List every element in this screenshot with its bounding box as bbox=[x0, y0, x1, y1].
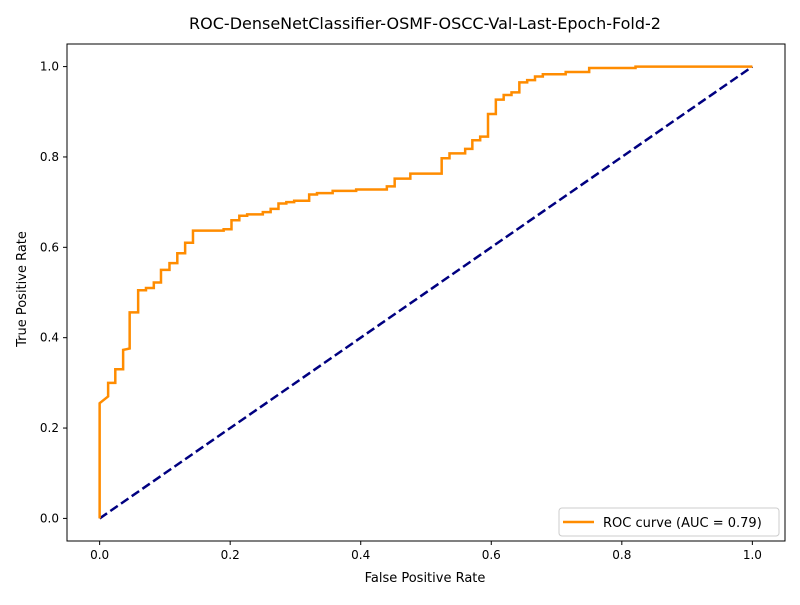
x-tick-label: 1.0 bbox=[743, 548, 762, 562]
chance-diagonal-line bbox=[98, 65, 754, 520]
legend-label-roc: ROC curve (AUC = 0.79) bbox=[603, 516, 762, 531]
roc-curve-line bbox=[98, 65, 753, 519]
x-tick-label: 0.4 bbox=[351, 548, 370, 562]
y-tick-label: 1.0 bbox=[40, 60, 59, 74]
y-tick-label: 0.0 bbox=[40, 511, 59, 525]
x-tick-label: 0.0 bbox=[90, 548, 109, 562]
legend: ROC curve (AUC = 0.79) bbox=[558, 507, 780, 537]
plot-frame bbox=[66, 43, 786, 542]
chart-title: ROC-DenseNetClassifier-OSMF-OSCC-Val-Las… bbox=[189, 14, 661, 33]
legend-box bbox=[558, 507, 780, 537]
x-tick-label: 0.6 bbox=[482, 548, 501, 562]
x-axis-label: False Positive Rate bbox=[365, 571, 486, 586]
y-tick-label: 0.4 bbox=[40, 331, 59, 345]
y-axis-label: True Positive Rate bbox=[15, 231, 30, 348]
y-tick-label: 0.8 bbox=[40, 150, 59, 164]
y-tick-label: 0.2 bbox=[40, 421, 59, 435]
x-tick-label: 0.2 bbox=[221, 548, 240, 562]
x-tick-label: 0.8 bbox=[612, 548, 631, 562]
plot-area: 0.0 0.2 0.4 0.6 0.8 1.0 0.0 0.2 0.4 0.6 0.8 1.0 bbox=[40, 43, 786, 562]
y-tick-label: 0.6 bbox=[40, 240, 59, 254]
